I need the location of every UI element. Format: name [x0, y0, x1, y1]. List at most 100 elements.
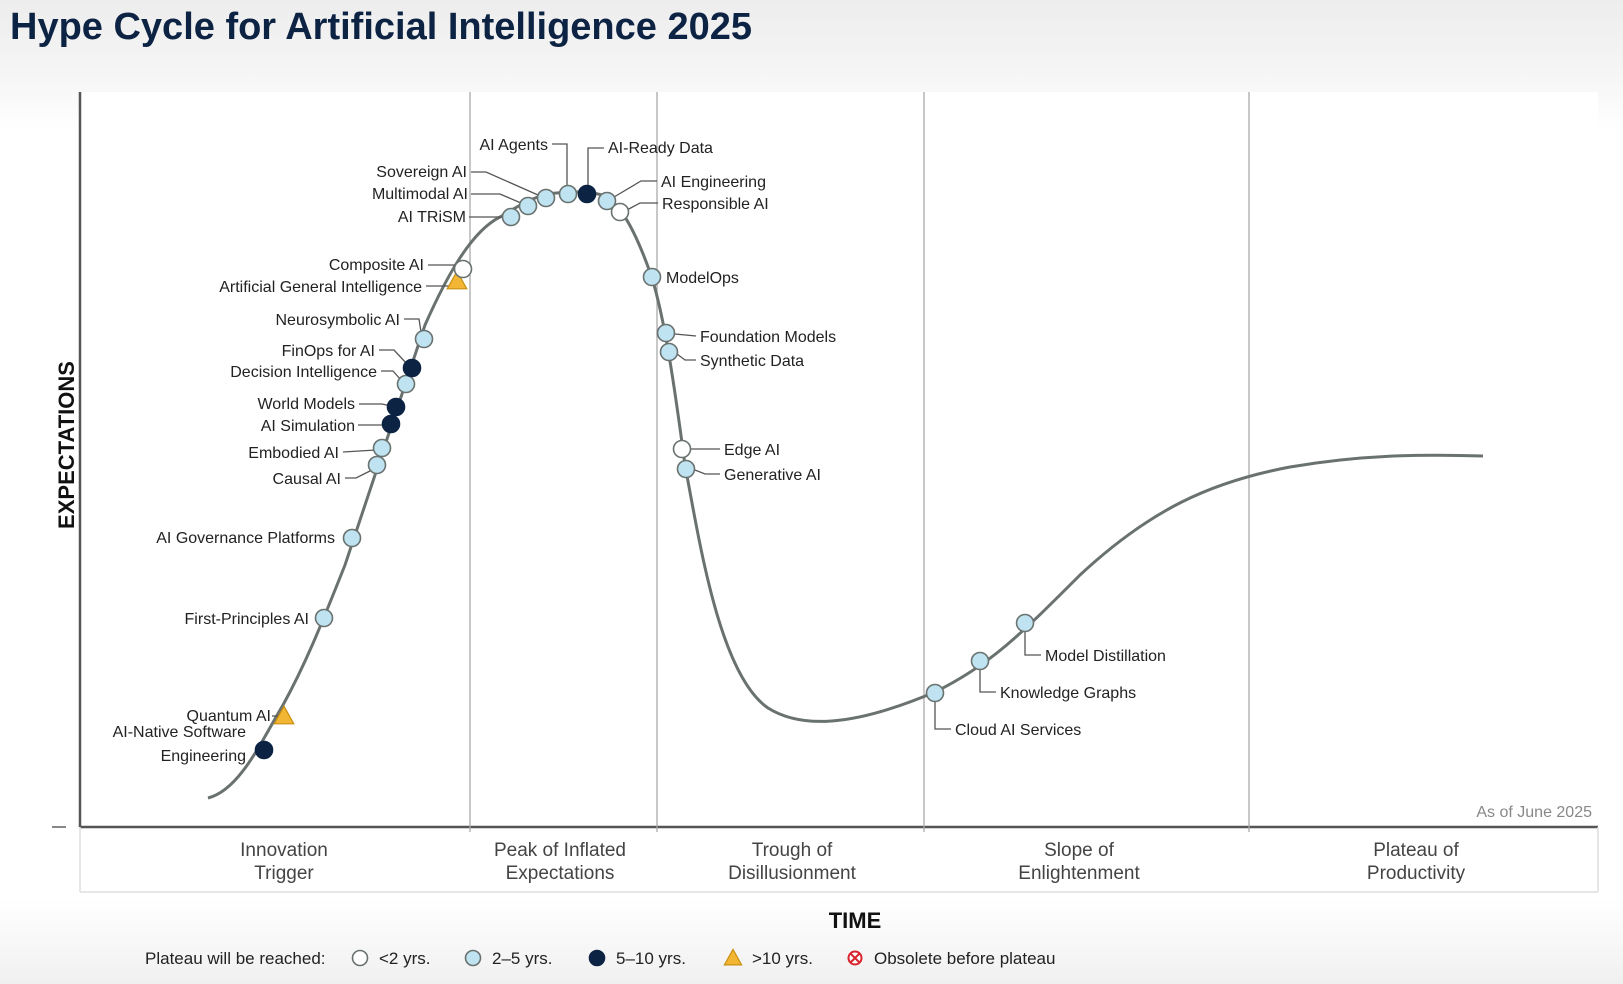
leader-decision-intelligence	[381, 370, 402, 381]
point-label-multimodal-ai: Multimodal AI	[372, 186, 468, 203]
leader-model-distillation	[1024, 632, 1041, 656]
leader-synthetic-data	[676, 353, 696, 361]
leader-ai-agents	[552, 143, 568, 185]
chart-title: Hype Cycle for Artificial Intelligence 2…	[10, 6, 752, 48]
legend-label-5to10: 5–10 yrs.	[616, 949, 686, 968]
legend-marker-gt10	[723, 948, 743, 966]
phase-label-plateau-of-productivity: Plateau of Productivity	[1367, 840, 1466, 884]
point-label-responsible-ai: Responsible AI	[662, 196, 769, 213]
marker-modelops	[642, 267, 662, 287]
point-label-ai-governance-platforms: AI Governance Platforms	[156, 530, 335, 547]
phase-label-peak-of-inflated-expectations: Peak of Inflated Expectations	[494, 840, 626, 884]
point-label-sovereign-ai: Sovereign AI	[376, 164, 467, 181]
chart-frame	[52, 92, 1599, 893]
marker-ai-agents	[558, 184, 578, 204]
marker-knowledge-graphs	[970, 651, 990, 671]
marker-ai-governance-platforms	[342, 528, 362, 548]
marker-ai-ready-data	[577, 184, 597, 204]
marker-first-principles-ai	[314, 608, 334, 628]
point-label-ai-agents: AI Agents	[480, 137, 549, 154]
marker-multimodal-ai	[518, 196, 538, 216]
point-label-ai-engineering: AI Engineering	[661, 174, 766, 191]
point-label-world-models: World Models	[257, 396, 355, 413]
plot-background	[80, 92, 1598, 892]
marker-composite-ai	[453, 259, 473, 279]
leader-neurosymbolic-ai	[404, 318, 422, 333]
marker-model-distillation	[1015, 613, 1035, 633]
legend-label-obsolete: Obsolete before plateau	[874, 949, 1055, 968]
phase-labels: Innovation Trigger Peak of Inflated Expecta…	[240, 840, 1465, 884]
point-label-ai-ready-data: AI-Ready Data	[608, 140, 713, 157]
marker-synthetic-data	[659, 342, 679, 362]
leader-generative-ai	[694, 469, 720, 475]
marker-causal-ai	[367, 455, 387, 475]
marker-quantum-ai	[273, 704, 295, 725]
leader-cloud-ai-services	[934, 702, 951, 730]
point-label-quantum-ai: Quantum AI	[187, 708, 272, 725]
leader-ai-engineering	[613, 180, 657, 198]
marker-generative-ai	[676, 459, 696, 479]
leader-causal-ai	[345, 469, 373, 479]
legend-marker-2to5	[464, 949, 482, 967]
marker-sovereign-ai	[536, 188, 556, 208]
point-label-knowledge-graphs: Knowledge Graphs	[1000, 685, 1136, 702]
leader-finops-for-ai	[379, 349, 408, 365]
marker-decision-intelligence	[396, 374, 416, 394]
point-label-synthetic-data: Synthetic Data	[700, 353, 804, 370]
point-label-ai-simulation: AI Simulation	[261, 418, 355, 435]
marker-ai-trism	[501, 207, 521, 227]
point-label-ai-native-software-engineering: AI-Native Software Engineering	[113, 724, 246, 765]
phase-label-trough-of-disillusionment: Trough of Disillusionment	[728, 840, 856, 884]
point-label-causal-ai: Causal AI	[273, 471, 341, 488]
point-label-first-principles-ai: First-Principles AI	[185, 611, 309, 628]
marker-edge-ai	[672, 439, 692, 459]
marker-ai-simulation	[381, 414, 401, 434]
point-label-model-distillation: Model Distillation	[1045, 648, 1166, 665]
marker-cloud-ai-services	[925, 683, 945, 703]
point-label-ai-trism: AI TRiSM	[398, 209, 466, 226]
marker-ai-native-software-engineering	[254, 740, 274, 760]
point-label-neurosymbolic-ai: Neurosymbolic AI	[276, 312, 401, 329]
point-label-cloud-ai-services: Cloud AI Services	[955, 722, 1081, 739]
leader-foundation-models	[674, 333, 697, 337]
x-axis-title: TIME	[829, 908, 882, 933]
leader-sovereign-ai	[471, 171, 539, 196]
marker-ai-engineering	[597, 191, 617, 211]
legend-marker-5to10	[588, 949, 606, 967]
as-of-note: As of June 2025	[1476, 804, 1592, 821]
point-label-finops-for-ai: FinOps for AI	[282, 343, 375, 360]
point-label-foundation-models: Foundation Models	[700, 329, 836, 346]
marker-foundation-models	[656, 323, 676, 343]
y-axis-title: EXPECTATIONS	[54, 361, 79, 529]
point-markers	[254, 184, 1035, 760]
point-label-generative-ai: Generative AI	[724, 467, 821, 484]
marker-artificial-general-intelligence	[446, 269, 468, 290]
legend-marker-obsolete	[847, 950, 863, 966]
legend-label-gt10: >10 yrs.	[752, 949, 813, 968]
point-label-composite-ai: Composite AI	[329, 257, 424, 274]
point-label-embodied-ai: Embodied AI	[248, 445, 339, 462]
marker-embodied-ai	[372, 438, 392, 458]
point-label-decision-intelligence: Decision Intelligence	[230, 364, 377, 381]
marker-responsible-ai	[610, 202, 630, 222]
legend-label-lt2: <2 yrs.	[379, 949, 431, 968]
phase-label-slope-of-enlightenment: Slope of Enlightenment	[1018, 840, 1140, 884]
leader-knowledge-graphs	[979, 670, 996, 693]
phase-label-innovation-trigger: Innovation Trigger	[240, 840, 328, 884]
leader-embodied-ai	[342, 449, 377, 453]
legend: Plateau will be reached: <2 yrs. 2–5 yrs. 5…	[145, 948, 1055, 968]
leader-multimodal-ai	[471, 193, 522, 204]
legend-prefix: Plateau will be reached:	[145, 949, 326, 968]
leader-responsible-ai	[626, 202, 658, 211]
hype-curve	[207, 190, 1484, 800]
leader-ai-ready-data	[587, 147, 604, 185]
point-label-artificial-general-intelligence: Artificial General Intelligence	[219, 279, 422, 296]
point-label-modelops: ModelOps	[666, 270, 739, 287]
marker-finops-for-ai	[402, 358, 422, 378]
marker-neurosymbolic-ai	[414, 329, 434, 349]
legend-label-2to5: 2–5 yrs.	[492, 949, 552, 968]
marker-world-models	[386, 397, 406, 417]
point-label-edge-ai: Edge AI	[724, 442, 780, 459]
